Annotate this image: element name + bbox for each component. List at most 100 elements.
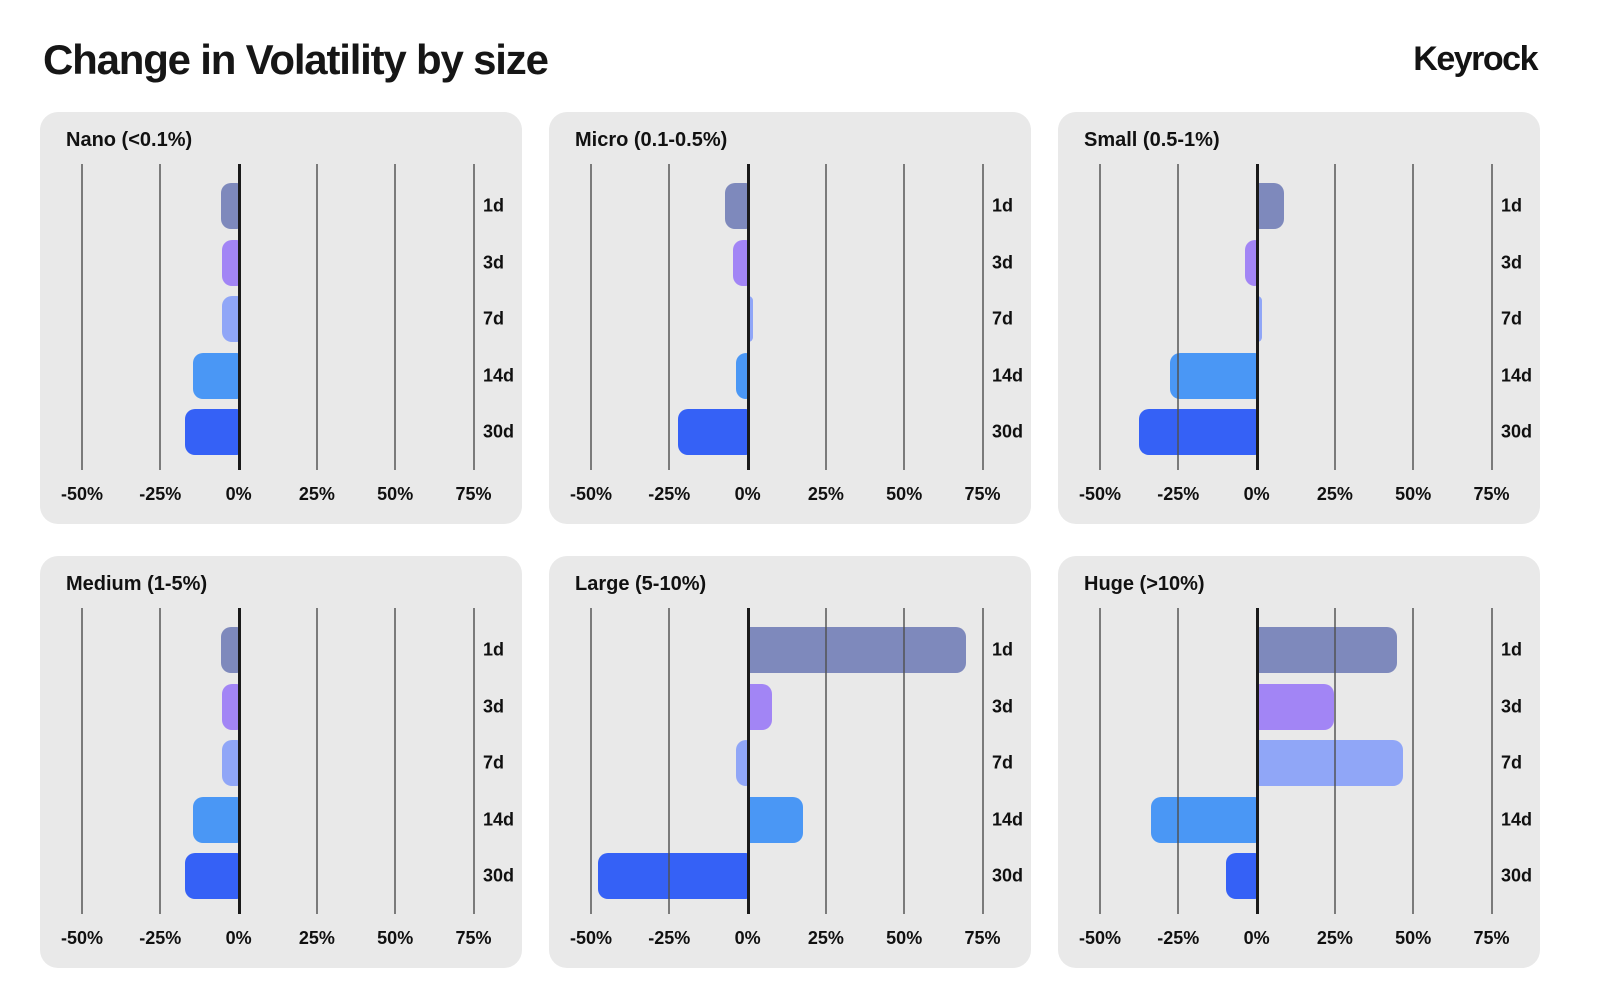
bar-chart: 1d 3d 7d 14d 30d -50% -25% 0% 25% 50% 75% bbox=[549, 556, 1031, 968]
gridline bbox=[159, 164, 162, 470]
zero-axis-line bbox=[237, 608, 241, 914]
gridline bbox=[394, 164, 397, 470]
gridline bbox=[903, 608, 906, 914]
category-label-3d: 3d bbox=[1501, 696, 1523, 716]
gridline bbox=[590, 608, 592, 914]
gridline bbox=[1490, 608, 1493, 914]
bar-14d bbox=[192, 796, 240, 843]
category-label-14d: 14d bbox=[483, 809, 515, 829]
category-label-7d: 7d bbox=[1501, 752, 1523, 773]
bar-30d bbox=[184, 409, 240, 455]
x-tick-label: -50% bbox=[569, 928, 613, 948]
x-tick-label: 75% bbox=[1473, 484, 1510, 504]
gridline bbox=[1177, 164, 1180, 470]
chart-panel-small: Small (0.5-1%) 1d 3d 7d 14d 30d -50% -25% 0% 25%… bbox=[1058, 112, 1540, 524]
gridline bbox=[668, 164, 671, 470]
zero-axis-line bbox=[746, 608, 750, 914]
category-label-7d: 7d bbox=[992, 752, 1014, 773]
x-tick-label: 25% bbox=[807, 484, 844, 504]
chart-panel-nano: Nano (<0.1%) 1d 3d 7d 14d 30d -50% -25% 0% 25% 50… bbox=[40, 112, 522, 524]
gridline bbox=[1412, 164, 1415, 470]
x-tick-label: -50% bbox=[60, 928, 104, 948]
category-label-7d: 7d bbox=[483, 752, 505, 773]
category-label-3d: 3d bbox=[992, 696, 1014, 716]
zero-axis-line bbox=[1255, 608, 1259, 914]
category-label-30d: 30d bbox=[1501, 865, 1533, 886]
bar-chart: 1d 3d 7d 14d 30d -50% -25% 0% 25% 50% 75% bbox=[1058, 556, 1540, 968]
x-tick-label: 50% bbox=[377, 484, 414, 504]
bar-7d bbox=[222, 740, 240, 786]
gridline bbox=[824, 608, 827, 914]
gridline bbox=[1333, 608, 1336, 914]
bar-30d bbox=[1138, 409, 1258, 455]
bar-30d bbox=[598, 853, 749, 899]
bar-1d bbox=[1255, 627, 1397, 673]
bar-7d bbox=[1255, 740, 1403, 786]
gridline bbox=[1490, 164, 1493, 470]
gridline bbox=[1099, 608, 1101, 914]
bar-3d bbox=[1245, 239, 1258, 286]
bar-30d bbox=[1226, 853, 1258, 899]
category-label-7d: 7d bbox=[483, 308, 505, 329]
bar-chart: 1d 3d 7d 14d 30d -50% -25% 0% 25% 50% 75% bbox=[40, 556, 522, 968]
x-tick-label: 50% bbox=[886, 484, 923, 504]
x-tick-label: 0% bbox=[225, 928, 252, 948]
x-tick-label: 75% bbox=[455, 928, 492, 948]
x-tick-label: -50% bbox=[1078, 484, 1122, 504]
charts-grid: Nano (<0.1%) 1d 3d 7d 14d 30d -50% -25% 0% 25% 50… bbox=[40, 112, 1540, 968]
zero-axis-line bbox=[237, 164, 241, 470]
category-label-14d: 14d bbox=[483, 365, 515, 385]
gridline bbox=[1412, 608, 1415, 914]
x-tick-label: 50% bbox=[1395, 484, 1432, 504]
x-tick-label: -25% bbox=[648, 484, 691, 504]
page-title: Change in Volatility by size bbox=[43, 36, 549, 83]
category-label-14d: 14d bbox=[1501, 365, 1533, 385]
category-label-1d: 1d bbox=[1501, 639, 1523, 660]
gridline bbox=[824, 164, 827, 470]
bar-14d bbox=[1151, 796, 1258, 843]
page-header: Change in Volatility by size Keyrock bbox=[0, 0, 1600, 84]
keyrock-logo: Keyrock bbox=[1413, 40, 1538, 78]
panel-title: Large (5-10%) bbox=[575, 573, 707, 595]
x-tick-label: 75% bbox=[455, 484, 492, 504]
bar-chart: 1d 3d 7d 14d 30d -50% -25% 0% 25% 50% 75% bbox=[1058, 112, 1540, 524]
category-label-14d: 14d bbox=[992, 809, 1024, 829]
bar-1d bbox=[746, 627, 966, 673]
x-tick-label: 25% bbox=[1316, 484, 1353, 504]
category-label-30d: 30d bbox=[1501, 421, 1533, 442]
x-tick-label: -50% bbox=[569, 484, 613, 504]
x-tick-label: 50% bbox=[1395, 928, 1432, 948]
zero-axis-line bbox=[1255, 164, 1259, 470]
x-tick-label: -25% bbox=[139, 484, 182, 504]
bar-3d bbox=[732, 239, 749, 286]
x-tick-label: -25% bbox=[1157, 928, 1200, 948]
category-label-14d: 14d bbox=[1501, 809, 1533, 829]
x-tick-label: 25% bbox=[298, 928, 335, 948]
bar-7d bbox=[1255, 296, 1262, 342]
x-tick-label: 0% bbox=[225, 484, 252, 504]
bar-chart: 1d 3d 7d 14d 30d -50% -25% 0% 25% 50% 75% bbox=[549, 112, 1031, 524]
x-tick-label: 0% bbox=[1243, 484, 1270, 504]
bar-14d bbox=[1169, 352, 1258, 399]
bar-3d bbox=[746, 683, 772, 730]
chart-panel-large: Large (5-10%) 1d 3d 7d 14d 30d -50% -25% 0% 25% 5… bbox=[549, 556, 1031, 968]
category-label-30d: 30d bbox=[992, 865, 1024, 886]
category-label-1d: 1d bbox=[992, 195, 1014, 216]
x-tick-label: 25% bbox=[807, 928, 844, 948]
category-label-7d: 7d bbox=[1501, 308, 1523, 329]
gridline bbox=[1333, 164, 1336, 470]
panel-title: Small (0.5-1%) bbox=[1084, 129, 1220, 151]
category-label-1d: 1d bbox=[992, 639, 1014, 660]
bar-7d bbox=[746, 296, 753, 342]
panel-title: Micro (0.1-0.5%) bbox=[575, 129, 728, 151]
bar-1d bbox=[1255, 183, 1284, 229]
bar-14d bbox=[736, 352, 749, 399]
x-tick-label: -25% bbox=[139, 928, 182, 948]
chart-panel-medium: Medium (1-5%) 1d 3d 7d 14d 30d -50% -25% 0% 25% 5… bbox=[40, 556, 522, 968]
gridline bbox=[394, 608, 397, 914]
gridline bbox=[81, 164, 83, 470]
gridline bbox=[981, 164, 984, 470]
bar-7d bbox=[222, 296, 240, 342]
gridline bbox=[668, 608, 671, 914]
category-label-30d: 30d bbox=[483, 865, 515, 886]
